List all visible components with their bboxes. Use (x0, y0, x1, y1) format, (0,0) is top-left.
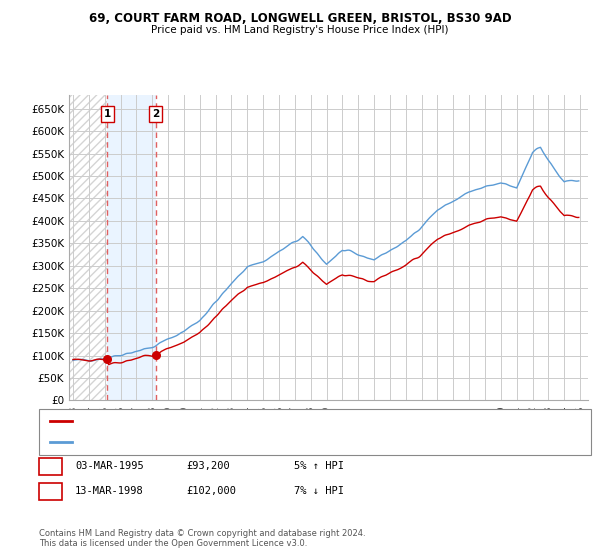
Text: £93,200: £93,200 (186, 461, 230, 472)
Text: 69, COURT FARM ROAD, LONGWELL GREEN, BRISTOL, BS30 9AD (detached house): 69, COURT FARM ROAD, LONGWELL GREEN, BRI… (76, 417, 466, 426)
Bar (107, 95, 155, 400)
Text: 7% ↓ HPI: 7% ↓ HPI (294, 486, 344, 496)
Text: £102,000: £102,000 (186, 486, 236, 496)
Text: Price paid vs. HM Land Registry's House Price Index (HPI): Price paid vs. HM Land Registry's House … (151, 25, 449, 35)
Point (151, 350, 160, 359)
Text: 1: 1 (104, 109, 111, 119)
Text: 2: 2 (152, 109, 159, 119)
Text: 13-MAR-1998: 13-MAR-1998 (75, 486, 144, 496)
Text: HPI: Average price, detached house, South Gloucestershire: HPI: Average price, detached house, Sout… (76, 438, 358, 447)
Text: 5% ↑ HPI: 5% ↑ HPI (294, 461, 344, 472)
Bar (69, 95, 107, 400)
Point (103, 354, 112, 363)
Text: 03-MAR-1995: 03-MAR-1995 (75, 461, 144, 472)
Text: Contains HM Land Registry data © Crown copyright and database right 2024.
This d: Contains HM Land Registry data © Crown c… (39, 529, 365, 548)
Text: 2: 2 (47, 486, 54, 496)
Text: 69, COURT FARM ROAD, LONGWELL GREEN, BRISTOL, BS30 9AD: 69, COURT FARM ROAD, LONGWELL GREEN, BRI… (89, 12, 511, 25)
Text: 1: 1 (47, 461, 54, 472)
